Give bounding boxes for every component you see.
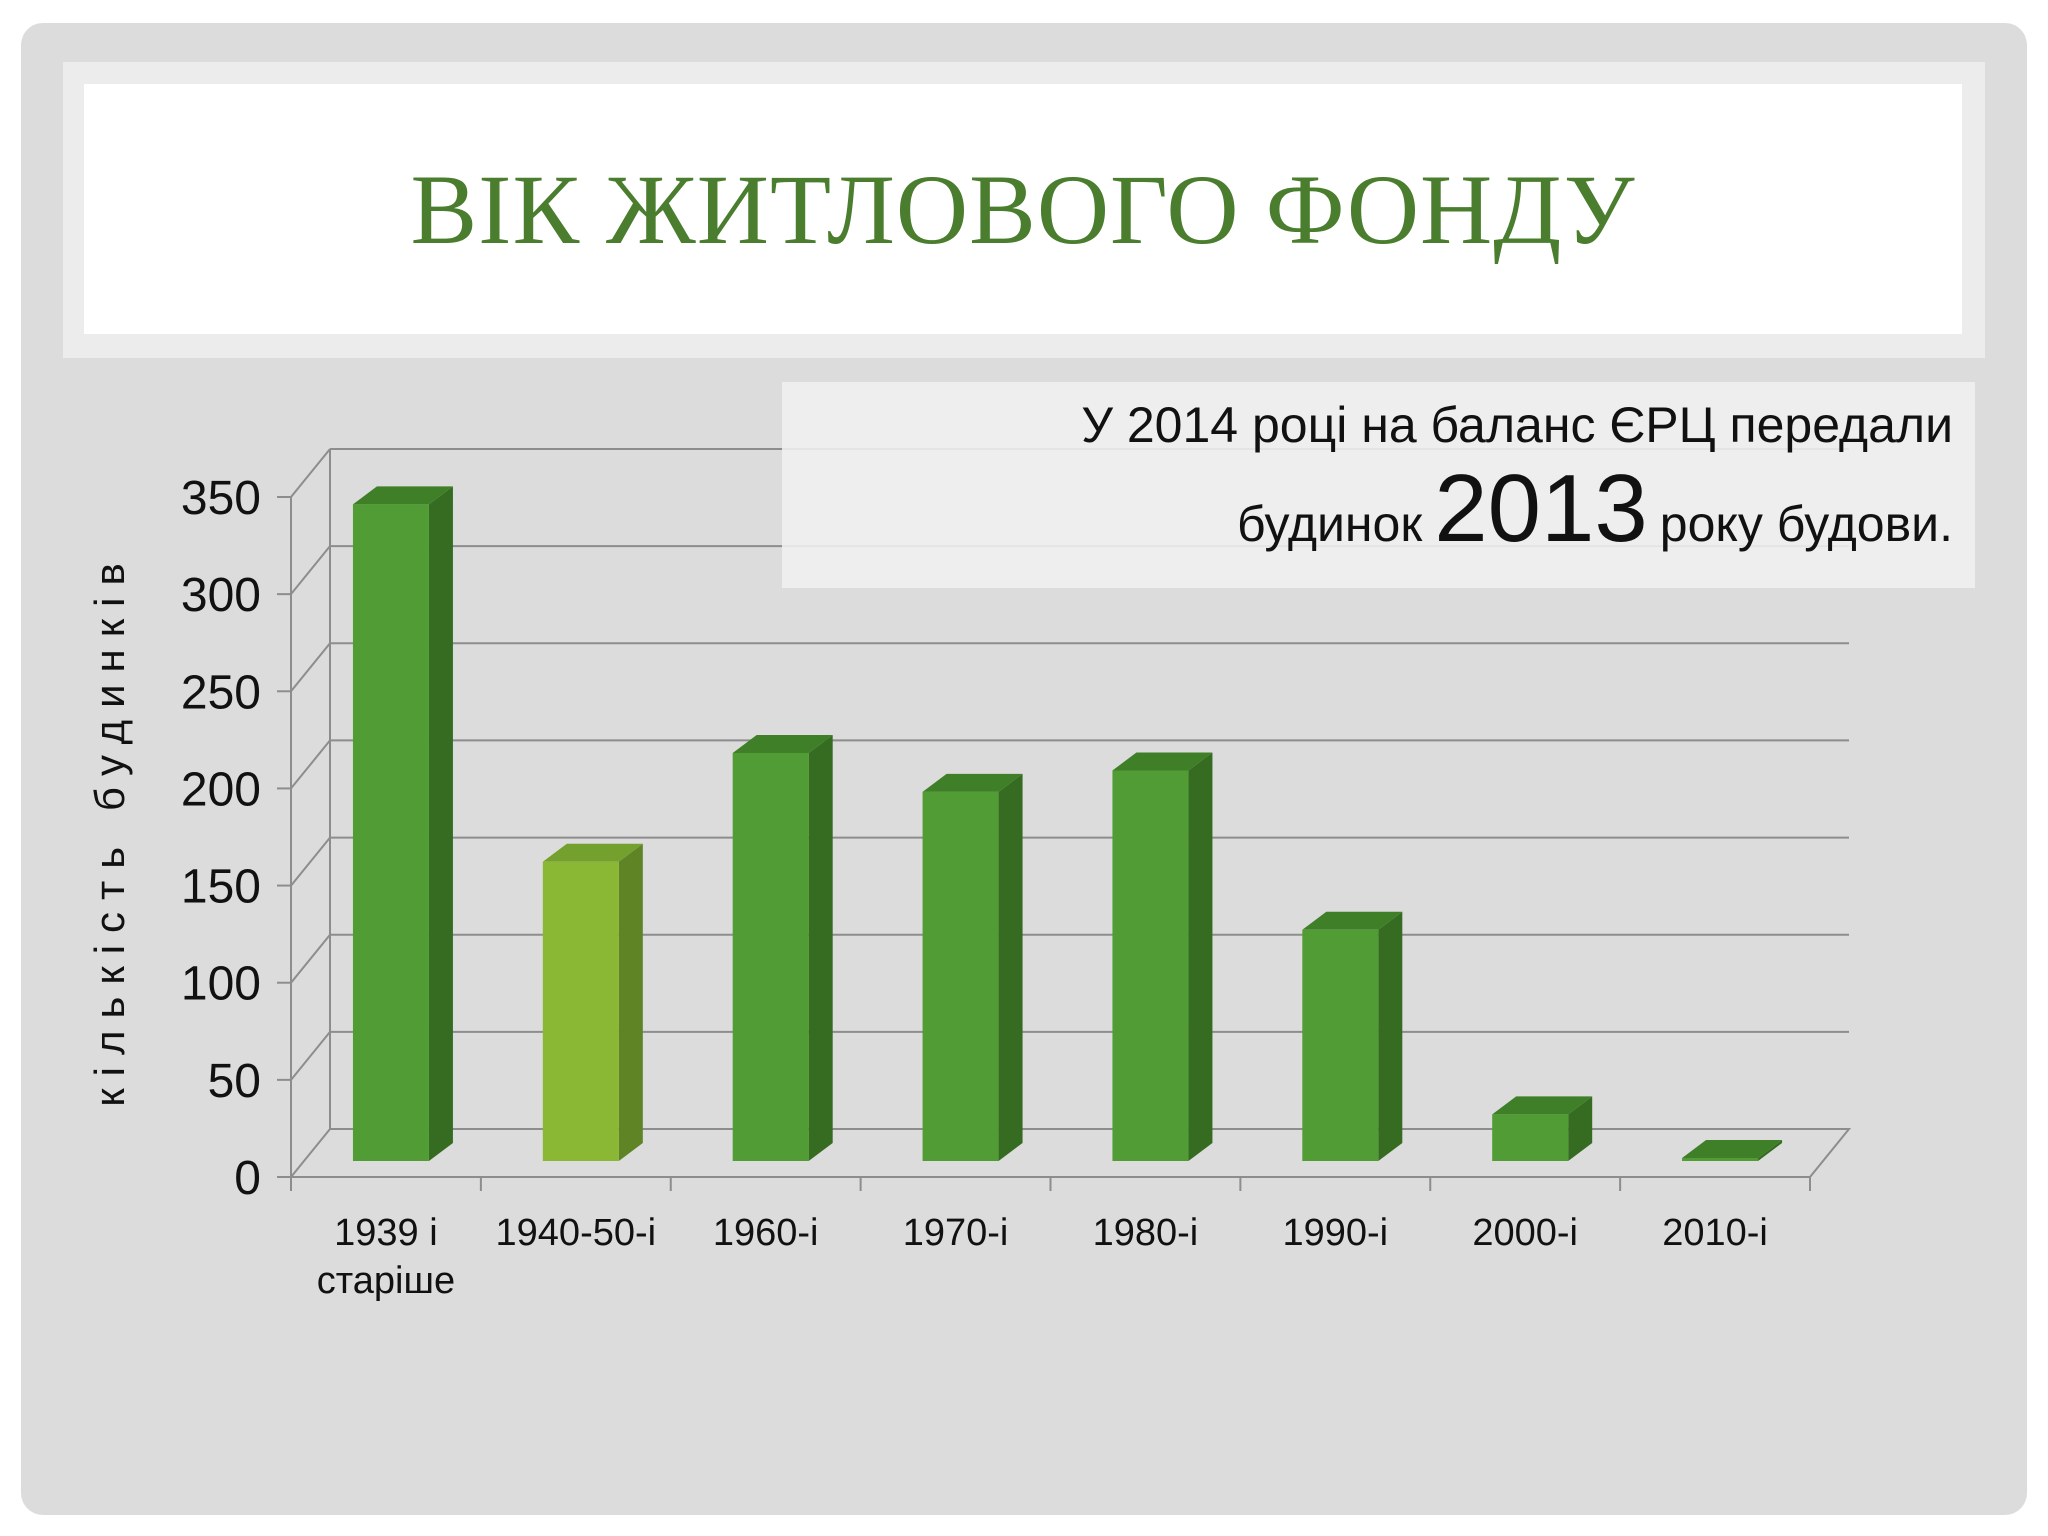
bar	[1492, 1096, 1593, 1161]
bar-side	[1758, 1140, 1783, 1161]
gridline-depth	[290, 448, 331, 498]
bar	[352, 486, 453, 1161]
bar-front	[1682, 1158, 1759, 1161]
bar	[732, 735, 833, 1161]
bar-front	[542, 861, 619, 1161]
y-tick-label: 150	[181, 861, 261, 914]
slide-title: ВІК ЖИТЛОВОГО ФОНДУ	[410, 153, 1636, 265]
gridline-depth	[290, 642, 331, 692]
bar	[922, 773, 1023, 1161]
x-tick-label: 2000-і	[1472, 1212, 1578, 1254]
bar-front	[1492, 1114, 1569, 1161]
bar-side	[618, 843, 643, 1161]
bar-front	[1302, 929, 1379, 1161]
note-text-after: року будови.	[1659, 496, 1953, 552]
labels-layer: 0 50 100 150 200 250 300 350 кількість будинків 1…	[86, 472, 1768, 1302]
bar-side	[1568, 1096, 1593, 1161]
gridline-depth	[290, 545, 331, 595]
y-tick-label: 300	[181, 569, 261, 622]
title-box: ВІК ЖИТЛОВОГО ФОНДУ	[84, 84, 1962, 334]
x-tick-label: 2010-і	[1662, 1212, 1768, 1254]
bar-side	[1188, 752, 1213, 1161]
bar-side	[1378, 911, 1403, 1161]
x-tick-label: 1970-і	[903, 1212, 1009, 1254]
gridline-depth	[290, 836, 331, 887]
x-tick-label: 1990-і	[1282, 1212, 1388, 1254]
bar-top	[1492, 1096, 1593, 1115]
note-box: У 2014 році на баланс ЄРЦ передали будин…	[782, 382, 1975, 588]
bar-top	[1112, 752, 1213, 771]
bars-layer	[352, 486, 1783, 1161]
note-line-1: У 2014 році на баланс ЄРЦ передали	[1081, 397, 1953, 453]
bar-top	[1682, 1140, 1783, 1158]
x-tick-label: старіше	[317, 1260, 455, 1302]
bar	[542, 843, 643, 1161]
floor-outline	[291, 1128, 1852, 1178]
bar-front	[352, 504, 429, 1161]
y-tick-label: 100	[181, 958, 261, 1011]
axis-layer	[277, 449, 1852, 1191]
bar-top	[542, 843, 643, 862]
gridline-depth	[290, 739, 331, 790]
x-tick-label: 1940-50-і	[496, 1212, 657, 1254]
y-tick-label: 200	[181, 763, 261, 816]
y-tick-label: 50	[208, 1055, 261, 1108]
bar	[1302, 911, 1403, 1161]
bar	[1682, 1140, 1783, 1161]
y-tick-label: 0	[234, 1152, 261, 1205]
gridline-depth	[290, 934, 331, 984]
note-text-before: будинок	[1236, 496, 1423, 552]
x-tick-label: 1980-і	[1093, 1212, 1199, 1254]
note-year-highlight: 2013	[1434, 455, 1648, 562]
bar-side	[998, 773, 1023, 1161]
x-tick-label: 1960-і	[713, 1212, 819, 1254]
bar	[1112, 752, 1213, 1161]
bar-top	[1302, 911, 1403, 930]
y-axis-title: кількість будинків	[86, 551, 133, 1107]
bar-top	[732, 735, 833, 753]
y-tick-label: 350	[181, 472, 261, 525]
note-line-2: будинок 2013 року будови.	[782, 461, 1953, 582]
bar-front	[732, 753, 809, 1161]
gridline-depth	[290, 1031, 331, 1081]
bar-front	[1112, 770, 1189, 1161]
bar-top	[352, 486, 453, 505]
x-tick-label: 1939 і	[334, 1212, 438, 1254]
bar-side	[808, 735, 833, 1161]
bar-top	[922, 773, 1023, 792]
gridline-depth	[290, 1128, 331, 1178]
y-tick-label: 250	[181, 666, 261, 719]
bar-side	[428, 486, 453, 1161]
bar-front	[922, 791, 999, 1161]
